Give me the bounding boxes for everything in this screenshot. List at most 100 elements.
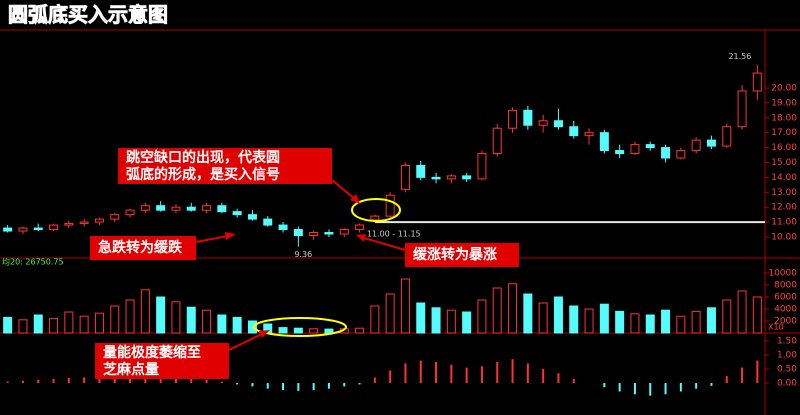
y-tick-label: 15.00 — [771, 158, 797, 168]
candle-body — [278, 224, 288, 231]
volume-bar — [202, 309, 212, 334]
y-tick-label: 16.00 — [771, 143, 797, 153]
candle-body — [355, 224, 365, 231]
y-tick-label: 19.00 — [771, 98, 797, 108]
volume-bar — [400, 278, 410, 334]
candle-body — [722, 126, 732, 147]
candle-body — [752, 72, 762, 92]
annotation-text: 芝麻点量 — [103, 361, 159, 378]
candle-body — [217, 205, 227, 213]
volume-bar — [569, 305, 579, 334]
volume-bar — [385, 293, 395, 334]
candle-body — [33, 227, 43, 231]
volume-bar — [508, 283, 518, 334]
y-tick-label: 0.50 — [777, 364, 797, 374]
volume-bar — [49, 318, 59, 334]
y-tick-label: 13.00 — [771, 188, 797, 198]
candle-body — [553, 120, 563, 128]
volume-bar — [110, 305, 120, 334]
volume-bar — [462, 311, 472, 334]
candle-body — [446, 175, 456, 180]
volume-bar — [523, 293, 533, 334]
volume-bar — [309, 328, 319, 334]
arrow-head — [356, 234, 366, 242]
volume-ellipse — [253, 317, 347, 337]
volume-bar — [431, 307, 441, 334]
volume-bar — [615, 310, 625, 334]
volume-bar — [278, 327, 288, 334]
volume-bar — [247, 320, 257, 334]
volume-bar — [355, 327, 365, 334]
volume-bar — [599, 303, 609, 334]
volume-bar — [584, 308, 594, 334]
y-tick-label: 12.00 — [771, 203, 797, 213]
plot: 10.00 11.00 12.00 13.00 14.00 15.00 16.00 17.00… — [3, 52, 797, 396]
volume-bar — [217, 314, 227, 334]
volume-bar — [79, 315, 89, 334]
candle-body — [232, 211, 242, 216]
candle-body — [400, 164, 410, 190]
volume-bar — [18, 319, 28, 334]
y-tick-label: 20.00 — [771, 83, 797, 93]
candle-body — [18, 227, 28, 232]
candle-body — [691, 139, 701, 152]
volume-bar — [645, 314, 655, 334]
volume-bar — [370, 305, 380, 334]
candle-body — [538, 120, 548, 126]
volume-bar — [125, 299, 135, 334]
volume-bar — [553, 296, 563, 334]
y-tick-label: 1.50 — [777, 336, 797, 346]
low-label: 9.36 — [294, 250, 312, 259]
y-tick-label: 0.00 — [777, 379, 797, 389]
y-tick-label: 11.00 — [771, 218, 797, 228]
candle-body — [110, 214, 120, 220]
candle-body — [293, 229, 303, 236]
y-tick-label: 2000 — [774, 316, 797, 326]
annotation-text: 急跌转为缓跌 — [98, 239, 183, 256]
candle-body — [508, 109, 518, 129]
title: 圆弧底买入示意图 — [8, 3, 168, 27]
candle-body — [416, 164, 426, 178]
candle-body — [339, 229, 349, 235]
candle-body — [630, 144, 640, 155]
y-tick-label: 1.00 — [777, 350, 797, 360]
candle-body — [706, 139, 716, 147]
annotation-text: 弧底的形成，是买入信号 — [126, 166, 280, 183]
candle-body — [737, 90, 747, 128]
volume-bar — [3, 316, 13, 334]
arrow-head — [350, 194, 360, 204]
y-tick-label: 6000 — [774, 292, 797, 302]
annotation-text: 跳空缺口的出现，代表圆 — [126, 149, 280, 166]
volume-bar — [737, 290, 747, 334]
candle-body — [462, 175, 472, 180]
candle-body — [186, 206, 196, 211]
y-tick-label: 14.00 — [771, 173, 797, 183]
gap-ellipse — [351, 198, 401, 222]
candle-body — [156, 205, 166, 211]
y-tick-label: 10000 — [768, 268, 797, 278]
volume-bar — [722, 299, 732, 334]
candle-body — [171, 206, 181, 211]
annotation-box — [405, 243, 519, 267]
annotation-box — [118, 148, 332, 184]
volume-bar — [661, 309, 671, 334]
volume-bar — [171, 301, 181, 334]
volume-bar — [706, 307, 716, 334]
candle-body — [477, 153, 487, 180]
volume-scale-label: X10 — [768, 323, 784, 332]
volume-bar — [140, 289, 150, 334]
arrow-head — [259, 330, 270, 338]
volume-bar — [446, 309, 456, 334]
y-tick-label: 17.00 — [771, 128, 797, 138]
annotation-text: 缓涨转为暴涨 — [413, 246, 497, 263]
candle-body — [324, 232, 334, 235]
arrow — [331, 179, 357, 201]
volume-bar — [630, 313, 640, 334]
y-tick-label: 8000 — [774, 280, 797, 290]
volume-bar — [293, 327, 303, 334]
candle-body — [49, 224, 59, 231]
arrow — [228, 333, 263, 351]
volume-bar — [232, 316, 242, 334]
candle-body — [3, 227, 13, 232]
